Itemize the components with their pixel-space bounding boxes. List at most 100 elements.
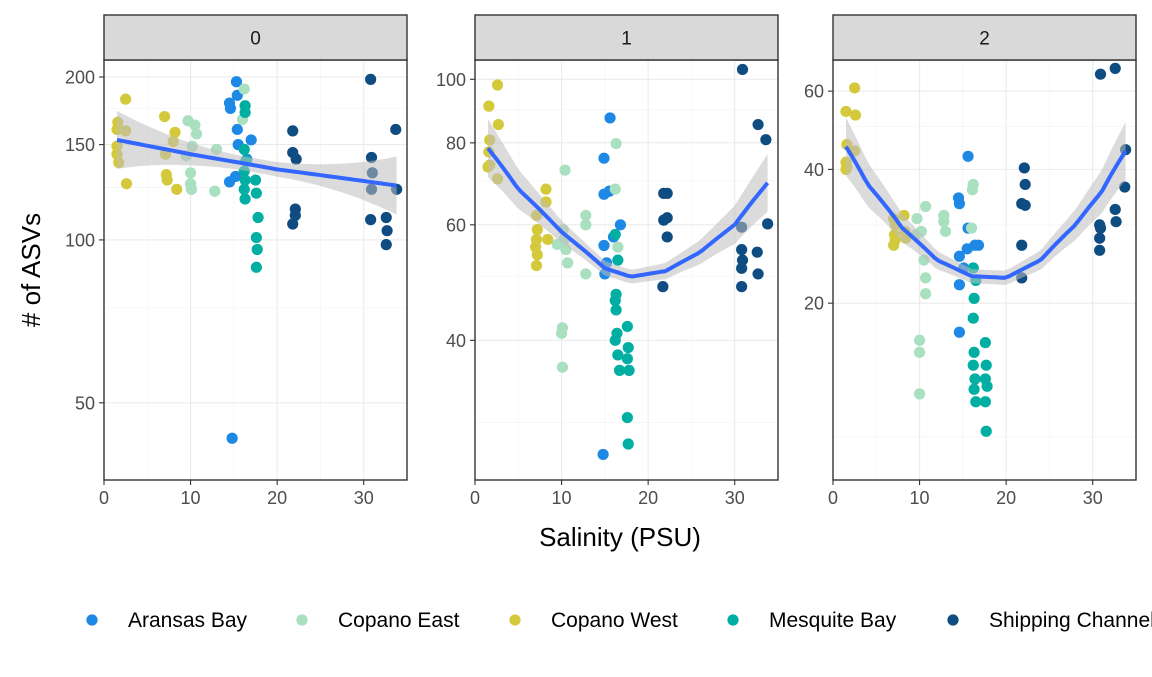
data-point <box>609 183 621 195</box>
data-point <box>1019 199 1031 211</box>
data-point <box>530 259 543 272</box>
data-point <box>612 241 624 253</box>
data-point <box>913 388 926 400</box>
data-point <box>597 448 609 461</box>
legend-item: Shipping Channel <box>947 609 1152 632</box>
data-point <box>209 185 221 197</box>
data-point <box>169 126 181 138</box>
data-point <box>159 110 171 123</box>
data-point <box>555 327 568 339</box>
data-point <box>580 209 592 222</box>
data-point <box>953 279 965 291</box>
data-point <box>540 183 552 195</box>
legend-label: Copano West <box>551 609 678 632</box>
data-point <box>661 212 673 224</box>
y-tick-label: 60 <box>446 215 466 235</box>
data-point <box>953 326 965 338</box>
y-tick-label: 40 <box>446 331 466 351</box>
data-point <box>612 254 624 266</box>
data-point <box>621 320 633 333</box>
legend-label: Mesquite Bay <box>769 609 897 632</box>
data-point <box>762 218 774 230</box>
data-point <box>531 249 543 261</box>
data-point <box>736 281 748 293</box>
legend-label: Shipping Channel <box>989 609 1152 632</box>
legend-item: Copano East <box>296 609 460 632</box>
legend-item: Aransas Bay <box>86 609 248 632</box>
facet-strip-label: 1 <box>621 29 632 50</box>
data-point <box>1019 178 1031 191</box>
data-point <box>381 225 393 237</box>
y-tick-label: 100 <box>65 230 95 250</box>
facet-strip <box>832 14 1137 61</box>
data-point <box>492 118 504 131</box>
data-point <box>289 209 301 221</box>
x-tick-label: 10 <box>181 488 201 508</box>
data-point <box>622 341 634 354</box>
data-point <box>1110 216 1122 228</box>
data-point <box>1094 68 1107 80</box>
data-point <box>120 93 132 105</box>
data-point <box>365 214 377 226</box>
legend-item: Mesquite Bay <box>727 609 897 632</box>
data-point <box>238 183 250 195</box>
y-axis-title: # of ASVs <box>16 213 46 327</box>
data-point <box>661 231 673 243</box>
data-point <box>252 211 264 224</box>
data-point <box>231 123 243 136</box>
x-tick-label: 30 <box>725 488 745 508</box>
data-point <box>1109 62 1121 74</box>
data-point <box>483 100 495 112</box>
data-point <box>238 143 250 155</box>
y-tick-label: 200 <box>65 67 95 87</box>
data-point <box>1109 203 1121 216</box>
legend: Aransas Bay Copano East Copano West Mesquit… <box>86 609 1152 632</box>
x-tick-label: 0 <box>470 488 480 508</box>
data-point <box>968 383 980 395</box>
data-point <box>542 233 554 246</box>
data-point <box>390 123 402 136</box>
data-point <box>612 349 624 361</box>
data-point <box>226 432 238 444</box>
data-point <box>962 150 974 162</box>
y-tick-label: 20 <box>804 294 824 314</box>
x-tick-label: 0 <box>828 488 838 508</box>
data-point <box>736 262 748 274</box>
data-point <box>623 364 635 376</box>
data-point <box>251 243 263 256</box>
data-point <box>911 212 923 225</box>
data-point <box>230 76 243 88</box>
data-point <box>380 211 392 224</box>
data-point <box>184 167 197 179</box>
facet-panel-0: 0 0 10 20 30 50 100 150 200 <box>65 14 408 508</box>
points-layer <box>840 62 1132 437</box>
legend-swatch <box>509 614 521 626</box>
x-tick-label: 10 <box>552 488 572 508</box>
data-point <box>604 112 616 124</box>
data-point <box>980 425 992 437</box>
data-point <box>610 137 622 150</box>
data-point <box>752 118 764 131</box>
data-point <box>189 119 201 131</box>
data-point <box>849 109 862 121</box>
data-point <box>245 134 257 146</box>
data-point <box>609 294 621 307</box>
data-point <box>613 364 626 376</box>
smooth-layer <box>844 117 1128 285</box>
data-point <box>250 261 262 273</box>
data-point <box>610 304 622 316</box>
smooth-fit-line <box>844 145 1128 280</box>
data-point <box>752 268 764 280</box>
data-point <box>239 193 251 205</box>
x-axis-title: Salinity (PSU) <box>539 522 701 552</box>
data-point <box>968 346 980 358</box>
x-tick-label: 10 <box>910 488 930 508</box>
data-point <box>840 105 852 118</box>
data-point <box>559 164 571 176</box>
x-tick-label: 30 <box>354 488 374 508</box>
y-tick-label: 50 <box>75 393 95 413</box>
facet-strip <box>474 14 779 61</box>
data-point <box>980 359 992 371</box>
